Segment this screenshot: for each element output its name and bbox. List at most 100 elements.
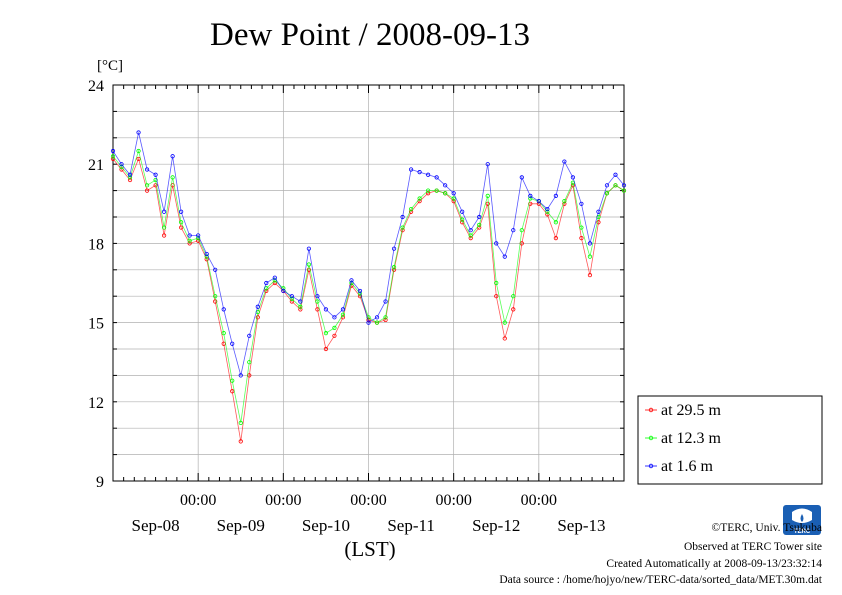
data-point <box>144 183 150 188</box>
data-point <box>187 241 192 246</box>
data-point <box>587 241 593 246</box>
data-point <box>153 183 158 188</box>
data-point <box>426 191 431 196</box>
data-point <box>110 148 116 154</box>
data-point <box>426 172 431 177</box>
legend-label: at 1.6 m <box>661 458 714 475</box>
y-tick-label: 15 <box>88 316 104 333</box>
data-point <box>332 315 337 320</box>
data-point <box>366 320 371 325</box>
logo-label: TERC <box>794 529 811 535</box>
data-point <box>477 222 482 228</box>
data-point <box>315 294 320 299</box>
data-point <box>238 420 243 426</box>
legend: at 29.5 m at 12.3 m at 1.6 m <box>637 395 823 485</box>
data-point <box>332 325 337 330</box>
data-point <box>196 236 201 241</box>
data-point <box>306 262 311 267</box>
data-point <box>502 320 507 325</box>
series-line <box>112 157 625 442</box>
data-point <box>519 175 524 180</box>
data-point <box>613 183 618 188</box>
legend-swatch-marker <box>648 435 654 441</box>
observed-text: Observed at TERC Tower site <box>684 541 822 553</box>
data-point <box>196 233 201 238</box>
data-point <box>136 130 141 135</box>
data-point <box>323 346 329 352</box>
data-point <box>272 275 277 280</box>
x-axis-label: (LST) <box>344 537 395 561</box>
data-point <box>451 196 456 201</box>
data-point <box>238 373 243 378</box>
data-point <box>579 225 584 230</box>
data-point <box>162 209 167 214</box>
data-point <box>298 307 303 312</box>
data-point <box>400 225 405 230</box>
data-point <box>485 201 490 206</box>
created-text: Created Automatically at 2008-09-13/23:3… <box>606 558 822 570</box>
data-point <box>230 389 235 394</box>
data-point <box>511 307 516 312</box>
data-point <box>144 167 150 172</box>
data-point <box>579 201 584 206</box>
data-point <box>357 288 363 294</box>
data-point <box>383 315 388 320</box>
data-point <box>332 333 337 338</box>
chart-title: Dew Point / 2008-09-13 <box>210 17 530 53</box>
data-point <box>187 233 192 238</box>
data-point <box>468 228 473 233</box>
data-point <box>213 267 218 272</box>
grid-lines <box>113 85 624 481</box>
data-point <box>213 299 218 304</box>
series-line <box>112 132 625 376</box>
data-point <box>374 315 380 320</box>
date-label: Sep-09 <box>217 516 265 535</box>
data-point <box>519 228 524 233</box>
data-point <box>230 378 235 383</box>
data-point <box>272 280 277 286</box>
data-point <box>562 159 567 164</box>
data-point <box>434 188 439 193</box>
data-point <box>153 177 158 183</box>
data-point <box>315 299 320 304</box>
date-label: Sep-08 <box>131 516 179 535</box>
y-tick-label: 24 <box>88 78 104 95</box>
data-point <box>340 312 346 317</box>
data-point <box>179 220 184 225</box>
data-point <box>315 307 320 312</box>
data-point <box>613 172 618 177</box>
data-point <box>306 246 311 251</box>
data-point <box>306 267 311 272</box>
data-point <box>264 280 269 286</box>
source-text: Data source : /home/hojyo/new/TERC-data/… <box>499 574 822 586</box>
legend-item: at 29.5 m <box>645 402 722 419</box>
data-point <box>127 172 133 177</box>
data-point <box>349 278 354 283</box>
data-point <box>400 214 405 220</box>
data-point <box>255 304 260 309</box>
data-point <box>553 236 558 241</box>
x-tick-label: 00:00 <box>435 492 471 509</box>
data-point <box>460 217 465 222</box>
data-point <box>587 272 593 278</box>
data-point <box>221 307 226 312</box>
data-point <box>323 307 329 312</box>
y-tick-label: 9 <box>96 474 104 491</box>
legend-swatch-marker <box>648 463 654 469</box>
data-point <box>127 177 133 183</box>
data-point <box>494 241 499 246</box>
data-point <box>196 238 201 243</box>
data-point <box>221 331 226 336</box>
date-label: Sep-10 <box>302 516 350 535</box>
terc-logo: TERC <box>783 505 821 535</box>
legend-box <box>637 395 823 485</box>
data-point <box>528 196 533 201</box>
data-point <box>570 175 576 180</box>
data-point <box>383 299 388 304</box>
date-label: Sep-11 <box>387 516 435 535</box>
data-point <box>443 183 448 188</box>
data-point <box>162 225 167 230</box>
data-point <box>621 183 627 188</box>
series-layer <box>110 130 627 444</box>
data-point <box>587 254 593 259</box>
